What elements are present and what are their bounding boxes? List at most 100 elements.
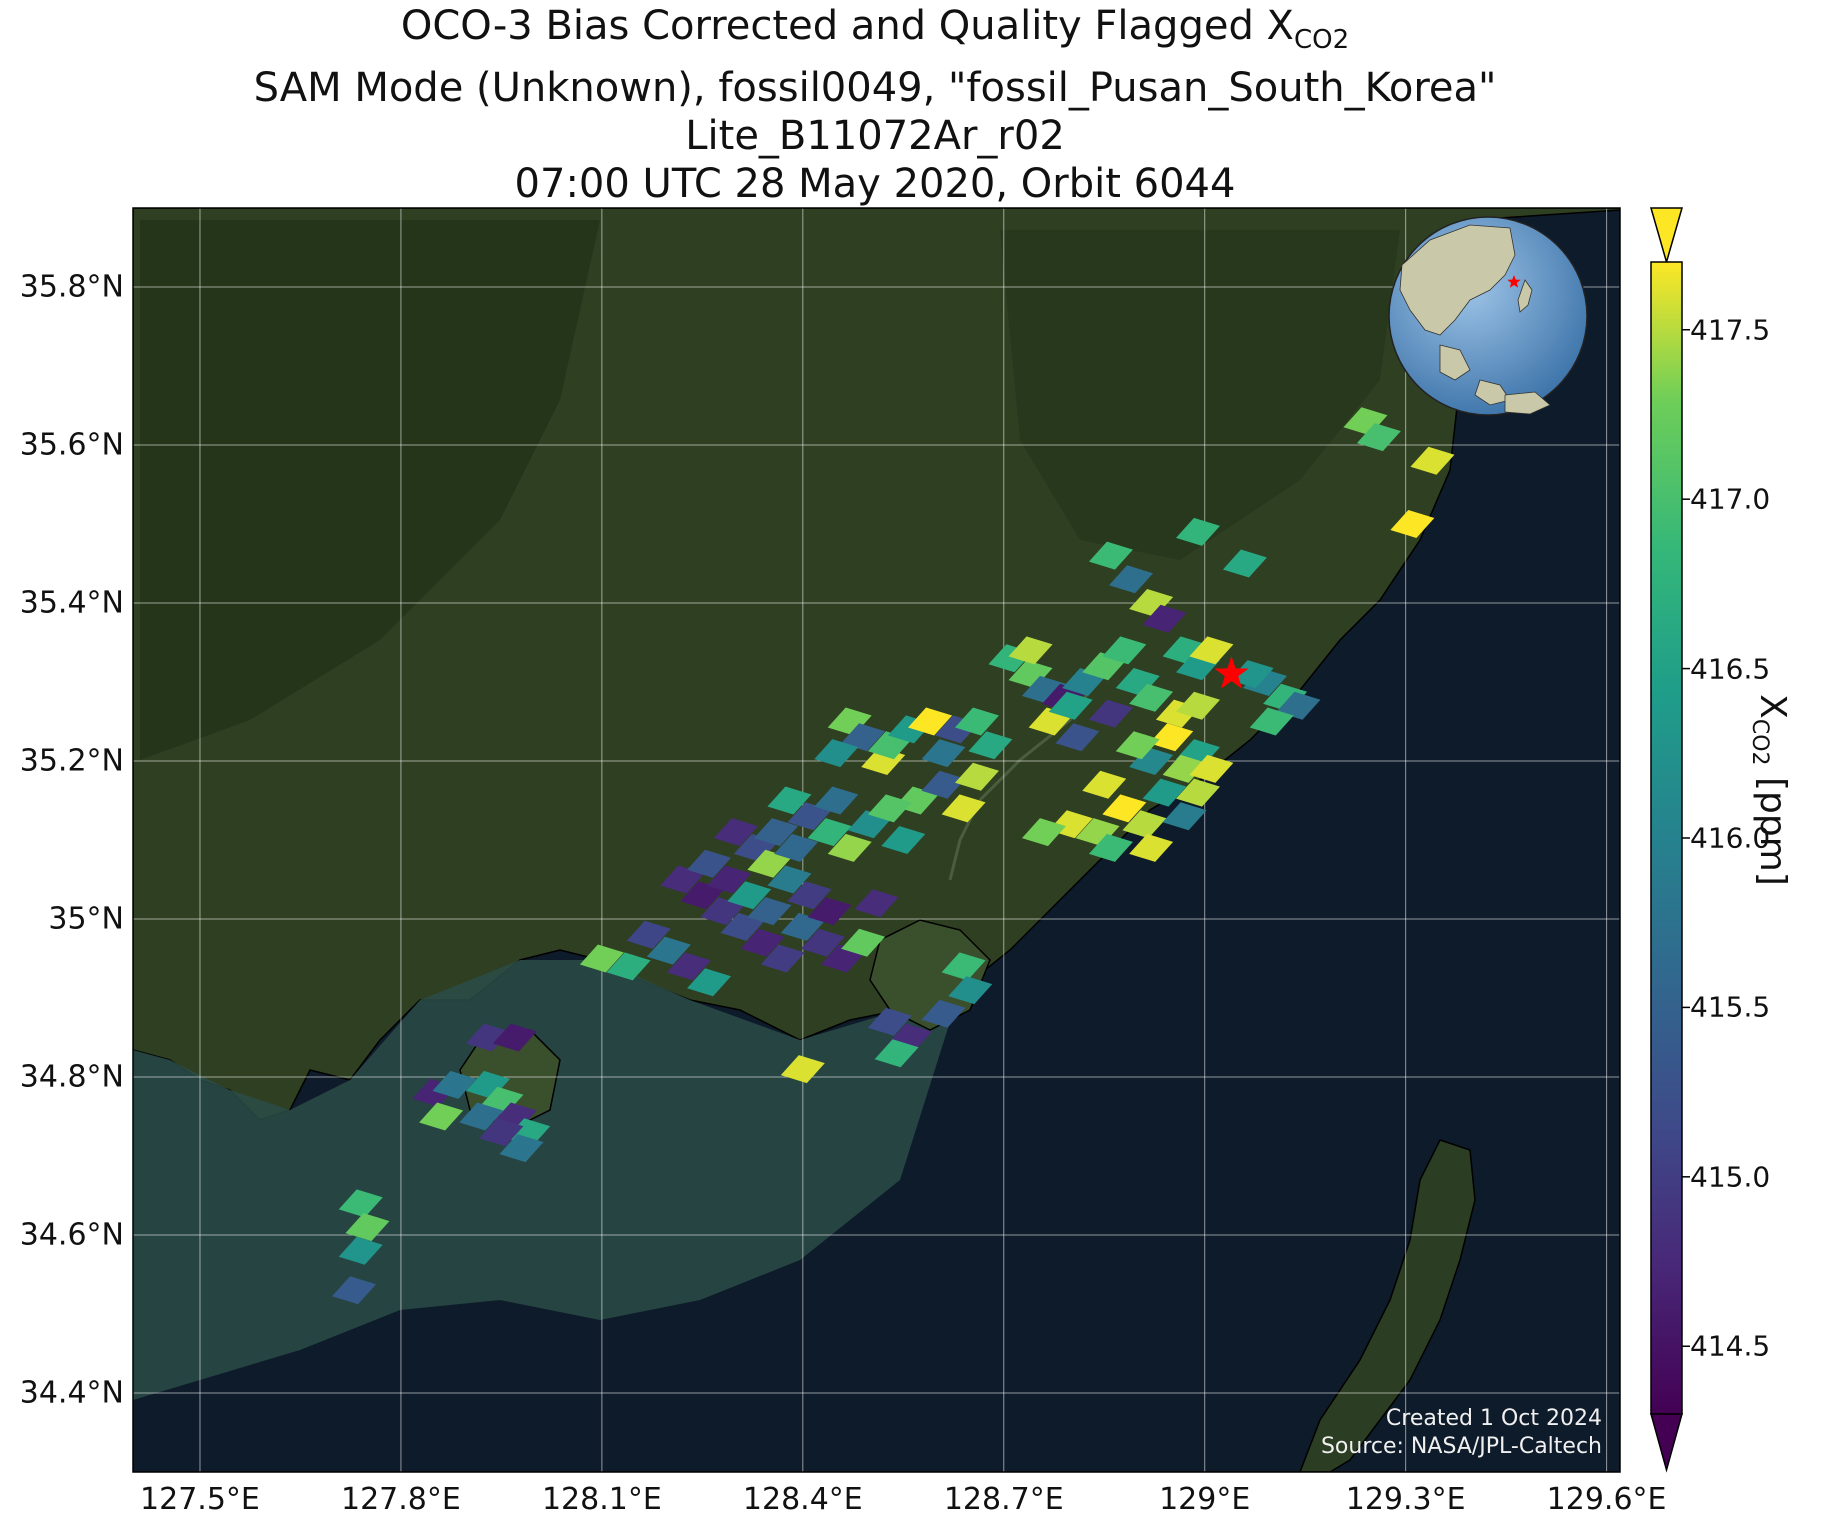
xco2-sounding	[666, 952, 711, 981]
xco2-sounding	[780, 1055, 825, 1084]
xco2-sounding	[345, 1213, 390, 1242]
xco2-sounding	[867, 1007, 912, 1036]
xco2-sounding	[479, 1118, 524, 1147]
colorbar-gradient	[1650, 261, 1683, 1415]
xco2-sounding	[841, 723, 886, 752]
xco2-sounding	[687, 968, 732, 997]
colorbar-label: XCO2 [ppm]	[1746, 694, 1794, 886]
xco2-sounding	[1356, 423, 1401, 452]
credit-source: Source: NASA/JPL-Caltech	[1320, 1434, 1602, 1459]
globe-land-australia	[1504, 391, 1551, 415]
title-line-1: OCO-3 Bias Corrected and Quality Flagged…	[400, 3, 1350, 55]
xco2-sounding	[338, 1236, 383, 1265]
xco2-sounding	[941, 794, 986, 823]
colorbar-tick-label: 415.0	[1690, 1160, 1771, 1194]
xco2-sounding	[1242, 668, 1287, 696]
xco2-sounding	[1021, 675, 1066, 704]
title-line-2: SAM Mode (Unknown), fossil0049, "fossil_…	[253, 65, 1497, 111]
y-tick-label: 35.8°N	[19, 269, 124, 305]
xco2-sounding	[1008, 660, 1053, 689]
xco2-sounding	[921, 999, 966, 1028]
xco2-sounding	[787, 881, 832, 910]
xco2-sounding	[921, 739, 966, 768]
xco2-sounding	[874, 1039, 919, 1068]
xco2-sounding	[1410, 446, 1455, 475]
xco2-sounding	[626, 920, 671, 949]
xco2-sounding	[727, 881, 772, 910]
xco2-sounding	[466, 1070, 511, 1099]
xco2-sounding	[1249, 707, 1294, 736]
xco2-sounding	[1115, 731, 1160, 760]
y-tick-label: 34.8°N	[19, 1059, 124, 1095]
xco2-sounding	[767, 865, 812, 894]
xco2-sounding	[1176, 517, 1221, 546]
xco2-sounding	[1390, 510, 1435, 538]
colorbar	[1650, 207, 1690, 1473]
xco2-sounding	[646, 936, 691, 965]
xco2-sounding	[1149, 723, 1194, 752]
y-tick-label: 35.2°N	[19, 743, 124, 779]
xco2-sounding	[968, 731, 1013, 760]
y-tick-label: 35.4°N	[19, 585, 124, 621]
xco2-sounding	[767, 786, 812, 815]
title-line-4: 07:00 UTC 28 May 2020, Orbit 6044	[514, 161, 1236, 207]
globe-land-japan	[1517, 279, 1533, 313]
xco2-sounding	[1088, 833, 1133, 862]
xco2-sounding	[1129, 589, 1174, 617]
xco2-sounding	[1176, 778, 1221, 807]
xco2-sounding	[827, 707, 872, 736]
island-geoje	[869, 919, 991, 1031]
x-tick-label: 129.3°E	[1345, 1482, 1466, 1517]
globe-land-seasia	[1439, 344, 1511, 406]
terrain-shading	[140, 220, 600, 760]
xco2-sounding	[954, 762, 999, 791]
x-tick-label: 127.8°E	[341, 1482, 461, 1517]
xco2-sounding	[1142, 604, 1187, 633]
x-tick-label: 129°E	[1159, 1482, 1251, 1517]
xco2-sounding	[787, 802, 832, 831]
xco2-sounding	[1082, 770, 1127, 799]
xco2-sounding	[720, 912, 765, 941]
xco2-sounding	[606, 952, 651, 981]
xco2-sounding	[713, 818, 758, 847]
xco2-sounding	[1189, 636, 1234, 665]
xco2-sounding	[419, 1102, 464, 1131]
xco2-sounding	[800, 928, 845, 957]
xco2-sounding	[827, 833, 872, 862]
xco2-sounding	[854, 889, 899, 918]
globe-site-star	[1507, 275, 1521, 288]
xco2-sounding	[1109, 565, 1154, 594]
xco2-sounding	[941, 952, 986, 981]
xco2-sounding	[1102, 636, 1147, 665]
colorbar-label-subscript: CO2	[1746, 718, 1772, 766]
x-tick-label: 128.7°E	[943, 1482, 1064, 1517]
y-tick-label: 34.4°N	[19, 1375, 124, 1411]
xco2-sounding	[780, 912, 825, 941]
map-area	[133, 208, 1620, 1472]
xco2-soundings	[332, 407, 1455, 1305]
site-marker	[1214, 656, 1249, 689]
xco2-sounding	[432, 1070, 477, 1099]
credit-created: Created 1 Oct 2024	[1385, 1406, 1602, 1431]
xco2-sounding	[1142, 778, 1187, 807]
map-title: OCO-3 Bias Corrected and Quality Flagged…	[130, 2, 1620, 208]
xco2-sounding	[867, 794, 912, 823]
xco2-sounding	[814, 786, 859, 815]
xco2-sounding	[807, 818, 852, 847]
colorbar-tick-label: 417.0	[1690, 482, 1771, 516]
xco2-sounding	[1229, 660, 1274, 689]
xco2-sounding	[1263, 683, 1308, 712]
xco2-sounding	[1343, 407, 1388, 436]
x-tick-label: 128.1°E	[541, 1482, 662, 1517]
xco2-sounding	[1129, 747, 1174, 775]
x-tick-label: 129.6°E	[1546, 1482, 1667, 1517]
xco2-sounding	[747, 849, 792, 878]
xco2-sounding	[1122, 810, 1167, 839]
xco2-sounding	[1102, 794, 1147, 823]
xco2-sounding	[760, 944, 805, 973]
xco2-sounding	[660, 865, 705, 894]
y-tick-label: 35.6°N	[19, 427, 124, 463]
colorbar-tick-label: 417.5	[1690, 313, 1771, 347]
colorbar-extend-max	[1650, 207, 1683, 265]
xco2-sounding	[921, 770, 966, 799]
